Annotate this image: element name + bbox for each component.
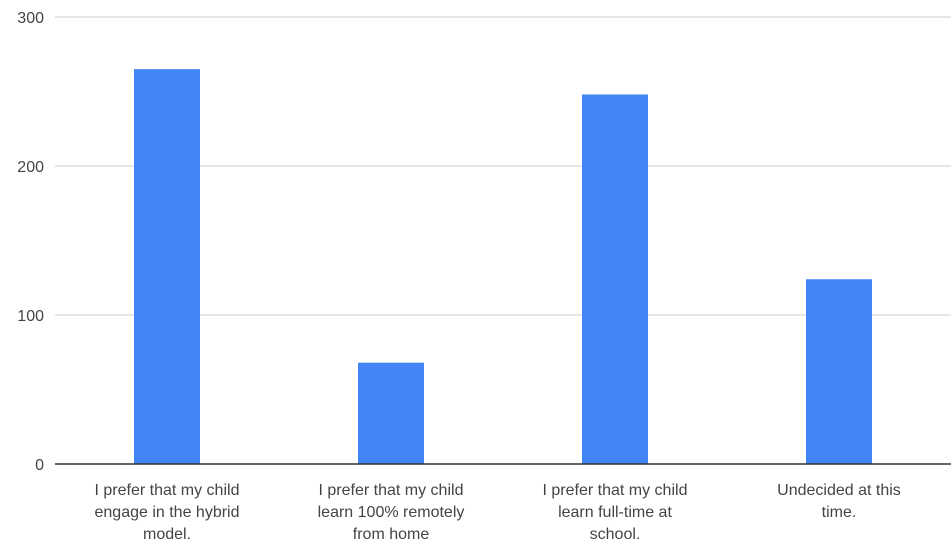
y-tick-label: 200 xyxy=(17,159,44,176)
category-label-2: I prefer that my child learn 100% remotel… xyxy=(318,482,465,543)
bars xyxy=(134,69,872,465)
gridlines xyxy=(55,16,951,316)
category-label-4: Undecided at this time. xyxy=(777,482,901,521)
y-axis-ticks: 0 100 200 300 xyxy=(17,10,44,474)
y-tick-label: 300 xyxy=(17,10,44,27)
y-tick-label: 100 xyxy=(17,308,44,325)
category-labels: I prefer that my child engage in the hybr… xyxy=(95,482,901,543)
bar-1 xyxy=(134,69,200,465)
category-label-3: I prefer that my child learn full-time at… xyxy=(543,482,688,543)
y-tick-label: 0 xyxy=(35,457,44,474)
bar-2 xyxy=(358,362,424,464)
category-label-1: I prefer that my child engage in the hybr… xyxy=(95,482,240,543)
bar-3 xyxy=(582,94,648,464)
bar-4 xyxy=(806,279,872,464)
